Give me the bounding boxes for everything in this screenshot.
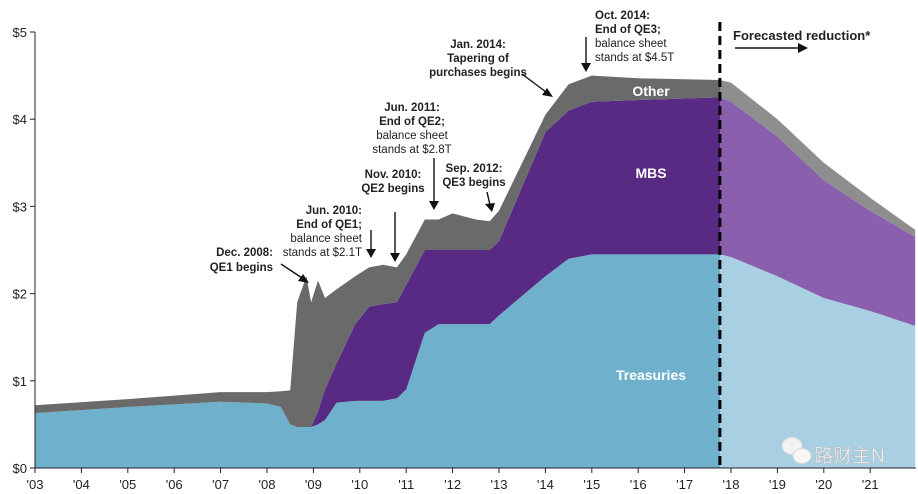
svg-text:Jun. 2011:: Jun. 2011: — [384, 102, 440, 114]
y-tick-label: $3 — [13, 199, 27, 214]
svg-text:路财主N: 路财主N — [814, 445, 885, 467]
label-treasuries: Treasuries — [616, 367, 686, 383]
x-tick-label: '20 — [815, 477, 832, 492]
svg-text:balance sheet: balance sheet — [376, 130, 448, 142]
annotation-nov-2010: Nov. 2010: QE2 begins — [361, 169, 425, 262]
x-tick-label: '04 — [73, 477, 90, 492]
annotation-forecast: Forecasted reduction* — [733, 28, 871, 53]
annotation-jun-2011: Jun. 2011: End of QE2; balance sheet sta… — [372, 102, 452, 210]
svg-text:Oct. 2014:: Oct. 2014: — [595, 10, 650, 22]
x-tick-label: '18 — [723, 477, 740, 492]
x-tick-label: '03 — [27, 477, 44, 492]
y-tick-label: $5 — [13, 25, 27, 40]
x-tick-label: '12 — [444, 477, 461, 492]
x-tick-label: '07 — [212, 477, 229, 492]
svg-text:stands at $4.5T: stands at $4.5T — [595, 52, 674, 64]
y-tick-label: $4 — [13, 112, 27, 127]
area-mbs — [35, 97, 720, 427]
x-tick-label: '17 — [676, 477, 693, 492]
svg-text:End of QE3;: End of QE3; — [595, 24, 661, 36]
label-mbs: MBS — [635, 165, 666, 181]
y-tick-label: $0 — [13, 461, 27, 476]
svg-text:QE1 begins: QE1 begins — [210, 262, 273, 274]
x-tick-label: '10 — [351, 477, 368, 492]
svg-text:Jan. 2014:: Jan. 2014: — [450, 39, 506, 51]
wechat-icon — [781, 437, 812, 464]
x-tick-label: '13 — [491, 477, 508, 492]
x-tick-label: '08 — [259, 477, 276, 492]
svg-text:balance sheet: balance sheet — [595, 38, 667, 50]
watermark: 路财主N — [781, 437, 885, 467]
annotation-jan-2014: Jan. 2014: Tapering of purchases begins — [429, 39, 553, 97]
area-mbs-forecast — [720, 97, 916, 326]
annotation-sep-2012: Sep. 2012: QE3 begins — [442, 163, 506, 212]
area-treasuries — [35, 254, 720, 468]
svg-text:stands at $2.1T: stands at $2.1T — [283, 247, 362, 259]
x-tick-label: '09 — [305, 477, 322, 492]
x-tick-label: '11 — [398, 477, 414, 492]
svg-text:stands at $2.8T: stands at $2.8T — [372, 144, 451, 156]
x-tick-label: '21 — [862, 477, 879, 492]
area-other-forecast — [720, 80, 916, 237]
y-tick-label: $1 — [13, 374, 27, 389]
svg-text:balance sheet: balance sheet — [290, 233, 362, 245]
x-tick-label: '06 — [166, 477, 183, 492]
x-tick-label: '05 — [119, 477, 136, 492]
x-tick-label: '16 — [630, 477, 647, 492]
svg-text:End of QE2;: End of QE2; — [379, 116, 445, 128]
label-other: Other — [632, 83, 670, 99]
svg-text:QE2 begins: QE2 begins — [361, 183, 424, 195]
svg-text:purchases begins: purchases begins — [429, 67, 527, 79]
svg-text:Sep. 2012:: Sep. 2012: — [446, 163, 503, 175]
svg-text:Tapering of: Tapering of — [447, 53, 509, 65]
svg-text:End of QE1;: End of QE1; — [296, 219, 362, 231]
x-tick-label: '19 — [769, 477, 786, 492]
svg-text:Dec. 2008:: Dec. 2008: — [216, 247, 273, 259]
svg-text:Nov. 2010:: Nov. 2010: — [365, 169, 422, 181]
annotation-jun-2010: Jun. 2010: End of QE1; balance sheet sta… — [283, 205, 376, 259]
x-tick-label: '14 — [537, 477, 554, 492]
y-tick-label: $2 — [13, 287, 27, 302]
svg-text:Forecasted reduction*: Forecasted reduction* — [733, 28, 871, 43]
area-treasuries-forecast — [720, 254, 916, 468]
annotation-dec-2008: Dec. 2008: QE1 begins — [210, 247, 309, 283]
x-tick-label: '15 — [583, 477, 600, 492]
annotation-oct-2014: Oct. 2014: End of QE3; balance sheet sta… — [581, 10, 674, 72]
svg-text:Jun. 2010:: Jun. 2010: — [306, 205, 362, 217]
svg-text:QE3 begins: QE3 begins — [442, 177, 505, 189]
